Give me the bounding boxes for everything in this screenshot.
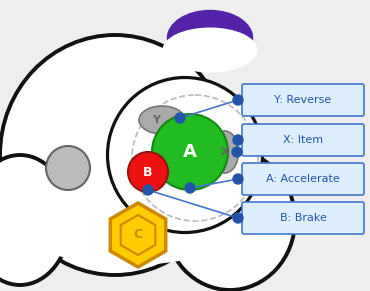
Ellipse shape	[168, 10, 252, 65]
Circle shape	[185, 183, 195, 193]
Circle shape	[233, 213, 243, 223]
Ellipse shape	[139, 106, 185, 134]
Circle shape	[152, 114, 228, 190]
Circle shape	[232, 147, 242, 157]
Ellipse shape	[165, 150, 295, 290]
Text: X: Item: X: Item	[283, 135, 323, 145]
Ellipse shape	[0, 35, 230, 275]
Circle shape	[233, 135, 243, 145]
Circle shape	[143, 185, 153, 195]
FancyBboxPatch shape	[242, 84, 364, 116]
FancyBboxPatch shape	[242, 202, 364, 234]
Text: Y: Reverse: Y: Reverse	[275, 95, 332, 105]
Text: A: A	[183, 143, 197, 161]
Text: Y: Y	[152, 115, 160, 125]
Text: A: Accelerate: A: Accelerate	[266, 174, 340, 184]
Text: C: C	[134, 228, 142, 242]
Text: B: Brake: B: Brake	[280, 213, 326, 223]
Ellipse shape	[162, 28, 258, 72]
Text: X: X	[221, 147, 229, 157]
Ellipse shape	[212, 131, 239, 173]
Ellipse shape	[0, 155, 70, 285]
Polygon shape	[110, 203, 166, 267]
Ellipse shape	[108, 77, 262, 233]
Text: B: B	[143, 166, 153, 178]
Circle shape	[128, 152, 168, 192]
Circle shape	[175, 113, 185, 123]
Circle shape	[233, 174, 243, 184]
FancyBboxPatch shape	[242, 124, 364, 156]
Ellipse shape	[5, 165, 255, 265]
Circle shape	[233, 95, 243, 105]
FancyBboxPatch shape	[242, 163, 364, 195]
Circle shape	[46, 146, 90, 190]
